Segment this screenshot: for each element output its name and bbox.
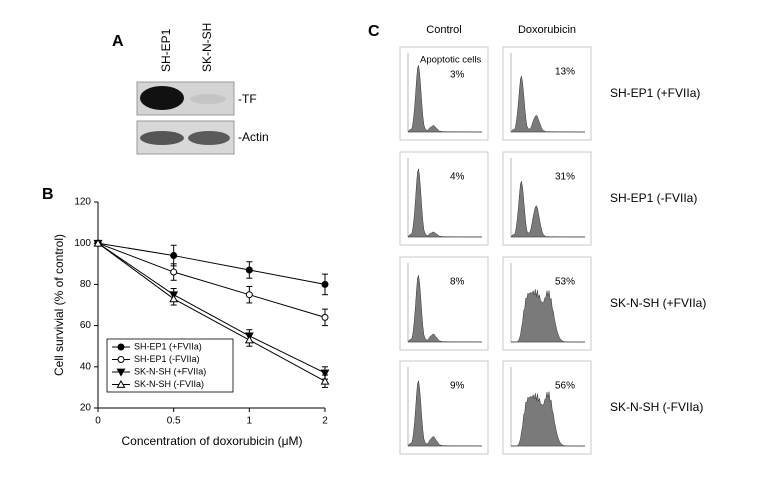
apoptosis-percent: 31% <box>555 172 575 183</box>
marker <box>116 379 126 388</box>
apoptosis-percent: 4% <box>450 172 465 183</box>
row-label: SK-N-SH (+FVIIa) <box>610 296 706 310</box>
legend-box <box>106 338 234 393</box>
legend-label: SH-EP1 (+FVIIa) <box>134 341 202 351</box>
marker <box>245 266 253 274</box>
histogram <box>511 391 585 447</box>
histogram <box>407 168 483 238</box>
blot-band <box>188 131 230 145</box>
marker <box>93 238 103 247</box>
legend-label: SH-EP1 (-FVIIa) <box>134 354 200 364</box>
x-tick-label: 1 <box>247 416 253 427</box>
series-line <box>97 242 326 374</box>
series-line <box>97 242 326 382</box>
blot-band <box>190 94 226 104</box>
marker <box>244 335 254 344</box>
x-tick-label: 0.5 <box>167 416 181 427</box>
marker <box>321 280 329 288</box>
series-line <box>97 242 326 285</box>
apoptosis-percent: 8% <box>450 277 465 288</box>
band-label: -Actin <box>238 130 269 144</box>
lane-label: SH-EP1 <box>159 28 173 72</box>
y-tick-label: 40 <box>80 361 92 372</box>
row-label: SK-N-SH (-FVIIa) <box>610 400 703 414</box>
marker <box>170 252 178 260</box>
apoptosis-percent: 9% <box>450 381 465 392</box>
apoptosis-percent: 13% <box>555 67 575 78</box>
x-tick-label: 0 <box>95 416 101 427</box>
row-label: SH-EP1 (-FVIIa) <box>610 191 697 205</box>
legend-label: SK-N-SH (+FVIIa) <box>134 366 206 376</box>
row-label: SH-EP1 (+FVIIa) <box>610 86 700 100</box>
legend-label: SK-N-SH (-FVIIa) <box>134 379 204 389</box>
x-tick-label: 2 <box>322 416 328 427</box>
x-axis-label: Concentration of doxorubicin (μM) <box>122 434 303 448</box>
marker <box>170 268 178 276</box>
lane-label: SK-N-SH <box>200 23 214 72</box>
marker <box>116 368 126 377</box>
marker <box>321 313 329 321</box>
y-tick-label: 60 <box>80 320 92 331</box>
band-label: -TF <box>238 92 257 106</box>
flow-panel: Control Doxorubicin 3% 13% SH-EP1 (+FVIIa) 4%… <box>399 24 706 455</box>
column-header: Control <box>426 24 461 36</box>
column-header: Doxorubicin <box>518 24 576 36</box>
marker <box>320 376 330 385</box>
y-axis-label: Cell survivial (% of control) <box>52 234 66 376</box>
histogram <box>511 289 585 343</box>
histogram <box>510 75 586 133</box>
y-tick-label: 100 <box>74 238 91 249</box>
marker <box>117 343 125 351</box>
y-tick-label: 20 <box>80 403 92 414</box>
panel-label: B <box>42 186 54 203</box>
apoptosis-percent: 56% <box>555 381 575 392</box>
marker <box>245 291 253 299</box>
blot-band <box>140 131 184 145</box>
apoptosis-percent: 3% <box>450 70 465 81</box>
apoptosis-percent: 53% <box>555 277 575 288</box>
histogram <box>407 275 483 343</box>
panel-label: A <box>112 33 124 50</box>
histogram <box>407 380 483 447</box>
marker <box>117 356 125 363</box>
marker <box>169 294 179 303</box>
panel-label: C <box>368 23 380 40</box>
histogram <box>407 65 483 133</box>
note: Apoptotic cells <box>420 55 482 66</box>
y-tick-label: 80 <box>80 279 92 290</box>
histogram <box>510 180 586 238</box>
series-line <box>97 242 326 318</box>
marker <box>320 369 330 378</box>
blot-band <box>140 86 184 110</box>
y-tick-label: 120 <box>74 197 91 208</box>
